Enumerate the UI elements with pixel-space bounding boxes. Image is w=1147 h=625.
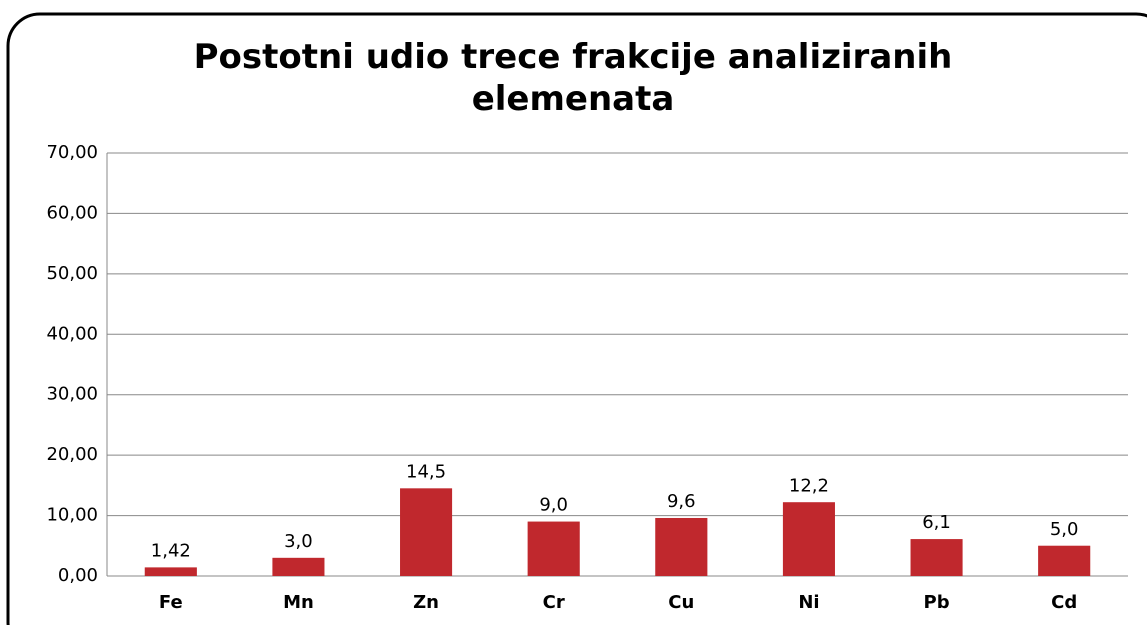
x-tick-label: Pb — [924, 592, 950, 613]
bar-shade — [910, 539, 963, 576]
value-label: 1,42 — [151, 540, 191, 561]
value-label: 9,0 — [539, 495, 568, 516]
x-tick-label: Zn — [413, 592, 439, 613]
value-label: 12,2 — [789, 475, 829, 496]
x-tick-label: Ni — [798, 592, 819, 613]
chart-frame — [6, 12, 1147, 625]
bar-shade — [400, 488, 453, 576]
y-tick-label: 50,00 — [46, 263, 98, 284]
bar-shade — [527, 521, 580, 576]
value-label: 14,5 — [406, 461, 446, 482]
x-tick-label: Cu — [668, 592, 694, 613]
x-tick-label: Mn — [283, 592, 314, 613]
value-label: 5,0 — [1050, 519, 1079, 540]
y-tick-label: 70,00 — [46, 142, 98, 163]
x-tick-label: Cr — [543, 592, 565, 613]
y-tick-label: 10,00 — [46, 505, 98, 526]
value-label: 6,1 — [922, 512, 951, 533]
bar-shade — [144, 567, 197, 576]
chart-title: Postotni udio trece frakcije analizirani… — [193, 37, 953, 119]
y-tick-label: 40,00 — [46, 323, 98, 344]
y-tick-label: 60,00 — [46, 202, 98, 223]
bar-shade — [782, 502, 835, 576]
x-tick-label: Fe — [159, 592, 183, 613]
bar-shade — [272, 557, 325, 576]
bar-shade — [1038, 545, 1091, 576]
y-tick-label: 30,00 — [46, 384, 98, 405]
y-tick-label: 20,00 — [46, 444, 98, 465]
y-tick-label: 0,00 — [58, 565, 98, 586]
value-label: 9,6 — [667, 491, 696, 512]
bar-shade — [655, 517, 708, 576]
value-label: 3,0 — [284, 531, 313, 552]
x-tick-label: Cd — [1051, 592, 1077, 613]
